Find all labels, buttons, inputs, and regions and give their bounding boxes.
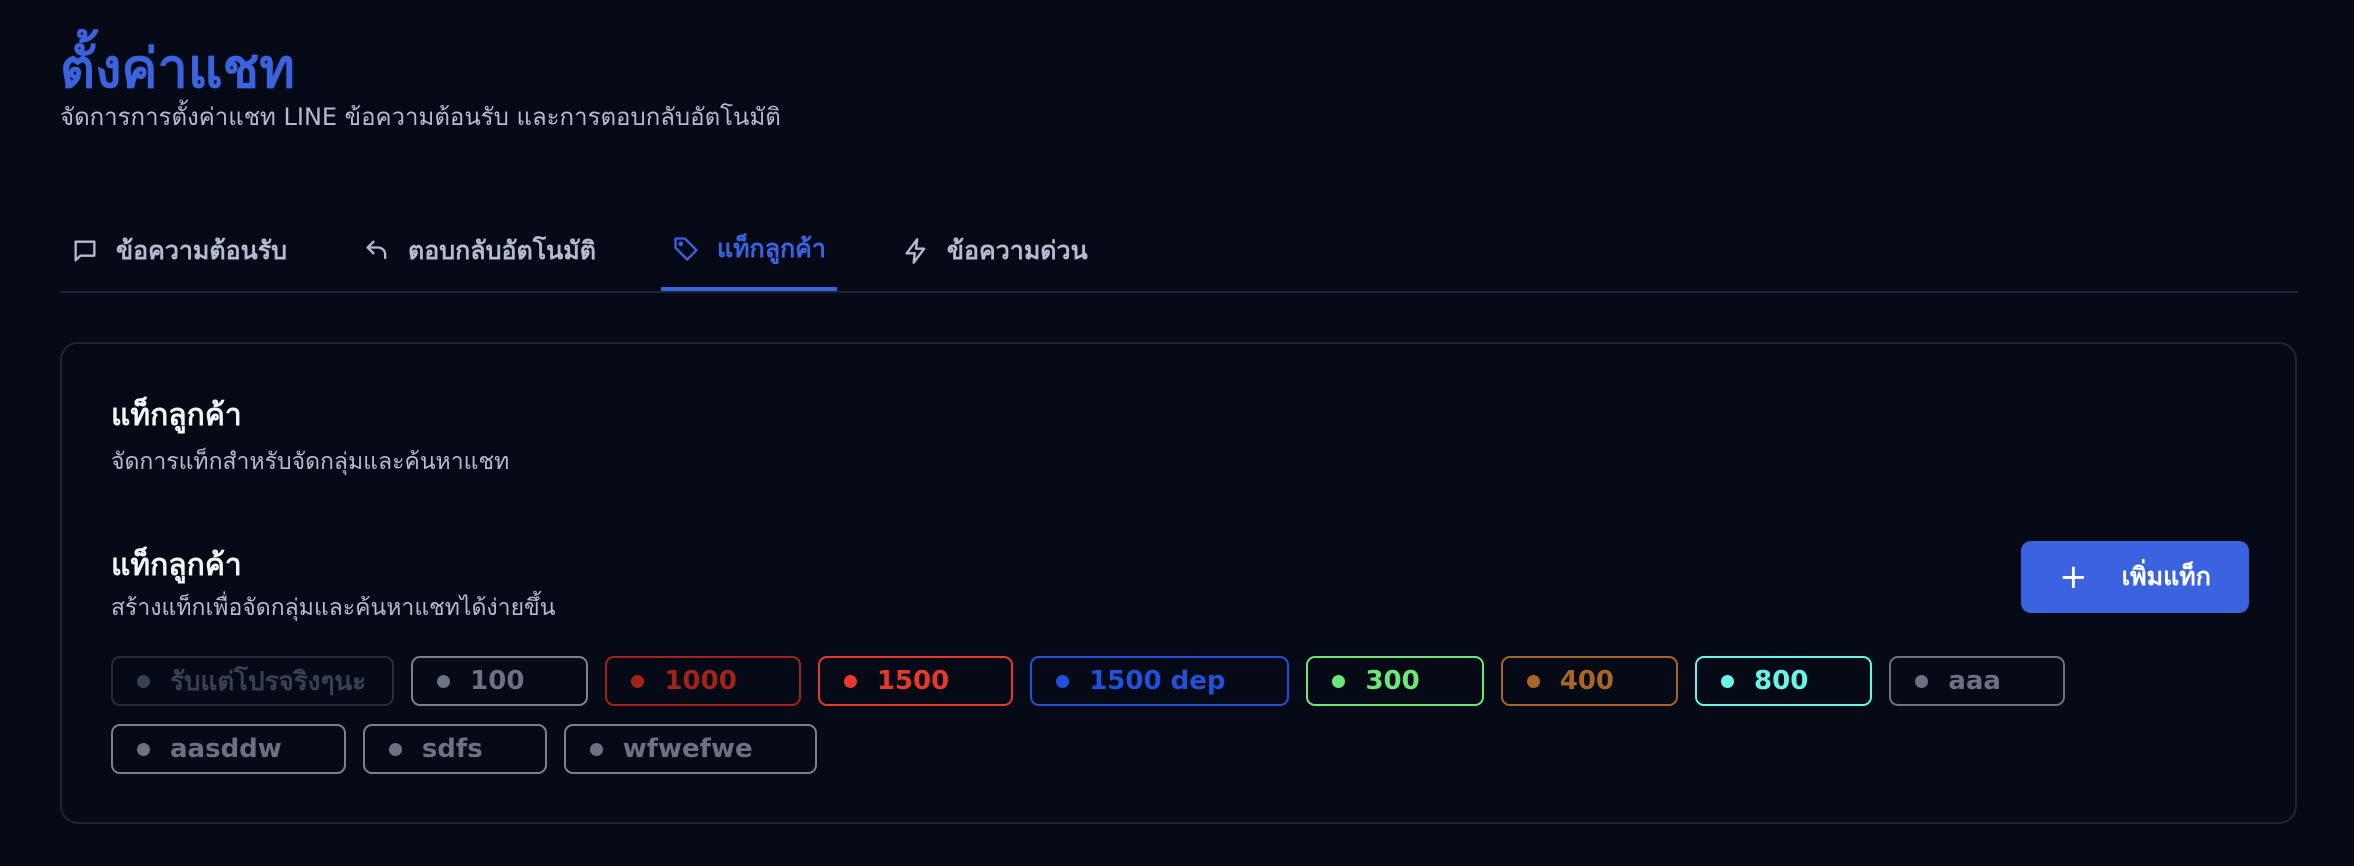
tag-chip[interactable]: sdfs: [362, 724, 547, 774]
message-square-icon: [74, 240, 96, 261]
add-tag-label: เพิ่มแท็ก: [2121, 562, 2211, 591]
tag-chip[interactable]: 400: [1500, 656, 1679, 706]
tab-welcome-message[interactable]: ข้อความต้อนรับ: [60, 210, 298, 291]
tag-icon: [674, 236, 698, 261]
tag-label: 1500: [876, 666, 950, 696]
reply-icon: [366, 240, 387, 259]
tag-chip[interactable]: aaa: [1889, 656, 2065, 706]
tag-color-dot: [437, 674, 451, 688]
tag-label: 1500 dep: [1089, 666, 1226, 696]
tag-chip[interactable]: wfwefwe: [563, 724, 817, 774]
page-subtitle: จัดการการตั้งค่าแชท LINE ข้อความต้อนรับ …: [60, 103, 781, 131]
tag-label: รับแต่โปรจริงๆนะ: [170, 666, 367, 697]
tag-label: aasddw: [170, 734, 282, 764]
tag-color-dot: [1915, 674, 1929, 688]
section-subtitle: สร้างแท็กเพื่อจัดกลุ่มและค้นหาแชทได้ง่าย…: [111, 595, 556, 621]
tag-chip[interactable]: 1000: [605, 656, 801, 706]
tab-quick-messages[interactable]: ข้อความด่วน: [891, 210, 1099, 291]
tag-color-dot: [137, 674, 150, 688]
tag-chip[interactable]: 300: [1306, 656, 1484, 706]
tag-color-dot: [137, 742, 150, 756]
tab-label: แท็กลูกค้า: [716, 233, 826, 263]
tab-label: ตอบกลับอัตโนมัติ: [408, 235, 596, 265]
tag-label: sdfs: [421, 734, 483, 764]
tag-label: 300: [1365, 666, 1420, 696]
tag-label: 1000: [664, 666, 737, 696]
tag-label: 800: [1754, 666, 1809, 696]
tag-color-dot: [1056, 674, 1070, 688]
customer-tags-card: แท็กลูกค้า จัดการแท็กสำหรับจัดกลุ่มและค้…: [60, 342, 2297, 824]
tag-label: wfwefwe: [622, 734, 753, 764]
section-title: แท็กลูกค้า: [111, 548, 242, 583]
plus-icon: +: [2059, 557, 2088, 597]
tag-color-dot: [1332, 674, 1346, 688]
tag-chip[interactable]: 1500 dep: [1030, 656, 1290, 706]
tag-color-dot: [589, 742, 603, 756]
tab-label: ข้อความด่วน: [946, 235, 1088, 265]
tag-chip[interactable]: รับแต่โปรจริงๆนะ: [111, 656, 395, 706]
tag-chip[interactable]: aasddw: [111, 724, 346, 774]
tag-label: 100: [470, 666, 525, 696]
tab-bar: ข้อความต้อนรับ ตอบกลับอัตโนมัติ แท็กลูกค…: [60, 210, 2298, 293]
card-title: แท็กลูกค้า: [111, 398, 242, 433]
tag-chip[interactable]: 100: [411, 656, 589, 706]
tab-auto-reply[interactable]: ตอบกลับอัตโนมัติ: [352, 210, 607, 291]
tab-label: ข้อความต้อนรับ: [116, 235, 288, 265]
tag-chip[interactable]: 1500: [817, 656, 1014, 706]
tag-color-dot: [843, 674, 857, 688]
tag-chip[interactable]: 800: [1695, 656, 1873, 706]
page-title: ตั้งค่าแชท: [60, 37, 295, 100]
tag-color-dot: [1721, 674, 1735, 688]
tag-label: 400: [1559, 666, 1615, 696]
tag-label: aaa: [1948, 666, 2001, 696]
tag-list: รับแต่โปรจริงๆนะ 100 1000 1500 1500 dep 300 40…: [111, 656, 2091, 774]
add-tag-button[interactable]: + เพิ่มแท็ก: [2021, 541, 2249, 613]
tag-color-dot: [388, 742, 402, 756]
card-subtitle: จัดการแท็กสำหรับจัดกลุ่มและค้นหาแชท: [111, 449, 510, 475]
tag-color-dot: [1526, 674, 1540, 688]
tab-customer-tags[interactable]: แท็กลูกค้า: [660, 210, 837, 291]
tag-color-dot: [631, 674, 645, 688]
zap-icon: [905, 237, 926, 264]
